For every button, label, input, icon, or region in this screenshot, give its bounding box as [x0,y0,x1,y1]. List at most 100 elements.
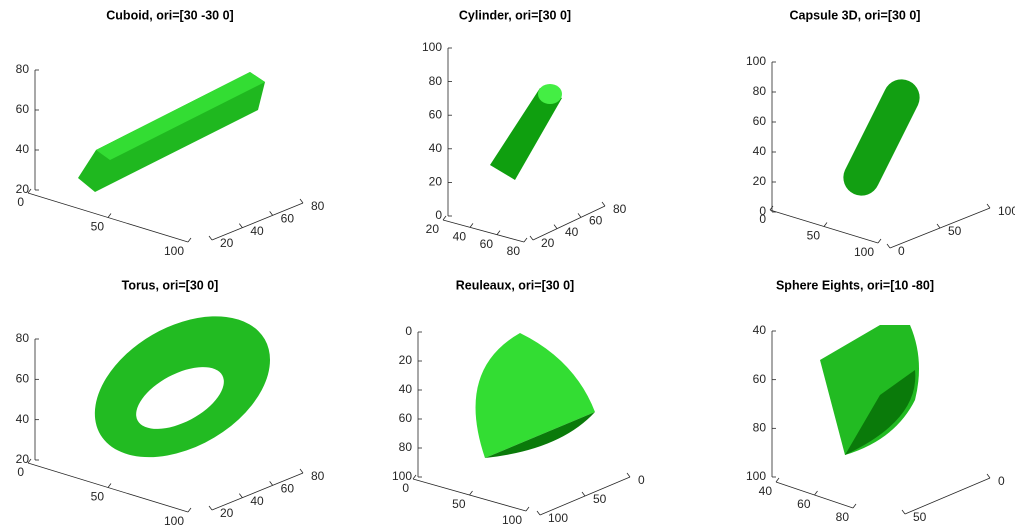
x-tick-label: 60 [480,237,494,251]
x-tick-label: 50 [91,220,105,234]
x-tick-label: 40 [759,484,773,498]
x-tick-label: 50 [91,490,105,504]
z-tick-label: 0 [435,208,442,222]
z-tick-label: 100 [422,40,442,54]
x-tick [413,475,416,479]
x-tick [824,223,827,227]
x-tick [188,508,191,512]
z-tick-label: 40 [399,382,413,396]
y-tick [578,213,581,217]
z-tick-label: 100 [746,469,766,483]
panel-title: Capsule 3D, ori=[30 0] [790,8,921,22]
panel-title: Cuboid, ori=[30 -30 0] [106,8,233,22]
x-tick [443,216,446,220]
x-tick-label: 40 [453,230,467,244]
y-tick-label: 0 [638,473,645,487]
panel-title: Torus, ori=[30 0] [122,278,219,292]
x-tick [497,231,500,235]
y-tick [270,481,273,485]
y-tick-label: 40 [250,224,264,238]
x-tick [108,214,111,218]
x-tick [776,478,779,482]
z-tick-label: 60 [399,411,413,425]
y-tick-label: 60 [589,214,603,228]
x-tick-label: 60 [797,497,811,511]
y-tick-label: 80 [613,202,627,216]
y-tick-label: 0 [898,244,905,258]
z-tick-label: 60 [429,107,443,121]
x-tick [470,491,473,495]
y-tick [902,510,905,514]
z-tick-label: 80 [429,74,443,88]
y-tick [209,236,212,240]
x-tick [470,223,473,227]
y-tick [887,244,890,248]
figure: Cuboid, ori=[30 -30 0] 20 40 60 80 0 50 100 20 40… [0,0,1015,530]
capsule [843,79,919,195]
z-tick-label: 100 [746,54,766,68]
z-tick-label: 20 [399,353,413,367]
y-tick-label: 20 [220,236,234,250]
y-tick [937,224,940,228]
x-tick-label: 100 [854,245,874,259]
x-tick-label: 50 [452,497,466,511]
x-tick [108,484,111,488]
y-tick [987,204,990,208]
x-tick-label: 20 [426,222,440,236]
z-tick-label: 40 [429,141,443,155]
x-tick-label: 100 [502,513,522,527]
x-tick-label: 0 [402,481,409,495]
z-tick-label: 60 [16,102,30,116]
x-tick-label: 0 [759,212,766,226]
panel-title: Sphere Eights, ori=[10 -80] [776,278,934,292]
z-tick-label: 40 [753,144,767,158]
y-tick-label: 80 [311,469,325,483]
y-tick [270,211,273,215]
y-tick [239,224,242,228]
panel-title: Cylinder, ori=[30 0] [459,8,571,22]
y-tick [239,494,242,498]
y-tick [602,202,605,206]
shapes [78,72,920,458]
x-tick [815,491,818,495]
y-tick [300,199,303,203]
x-tick [524,238,527,242]
y-tick-label: 80 [311,199,325,213]
z-tick-label: 0 [405,324,412,338]
y-tick-label: 60 [281,482,295,496]
y-tick-label: 50 [948,224,962,238]
y-tick-label: 40 [250,494,264,508]
z-tick-label: 20 [16,182,30,196]
x-tick-label: 50 [807,229,821,243]
y-tick-label: 50 [593,492,607,506]
x-tick-label: 100 [164,514,184,528]
z-tick-label: 60 [753,114,767,128]
y-tick [987,474,990,478]
z-tick-label: 60 [753,372,767,386]
y-tick-label: 60 [281,212,295,226]
z-tick-label: 80 [16,62,30,76]
x-tick [853,504,856,508]
x-tick-label: 80 [836,510,850,524]
y-tick-label: 20 [220,506,234,520]
x-tick-label: 0 [17,465,24,479]
z-tick-label: 80 [399,440,413,454]
x-tick-label: 100 [164,244,184,258]
z-tick-label: 80 [753,84,767,98]
y-tick-label: 50 [913,510,927,524]
y-tick-label: 40 [565,225,579,239]
z-tick-label: 20 [753,174,767,188]
x-tick [770,206,773,210]
z-tick-label: 40 [753,323,767,337]
y-tick-label: 0 [998,474,1005,488]
z-tick-label: 20 [429,175,443,189]
y-tick [300,469,303,473]
y-axis [905,478,990,514]
panel-title: Reuleaux, ori=[30 0] [456,278,574,292]
x-tick [526,507,529,511]
y-tick [582,492,585,496]
x-tick-label: 80 [507,244,521,258]
z-tick-label: 40 [16,142,30,156]
y-tick [209,506,212,510]
x-tick [878,239,881,243]
